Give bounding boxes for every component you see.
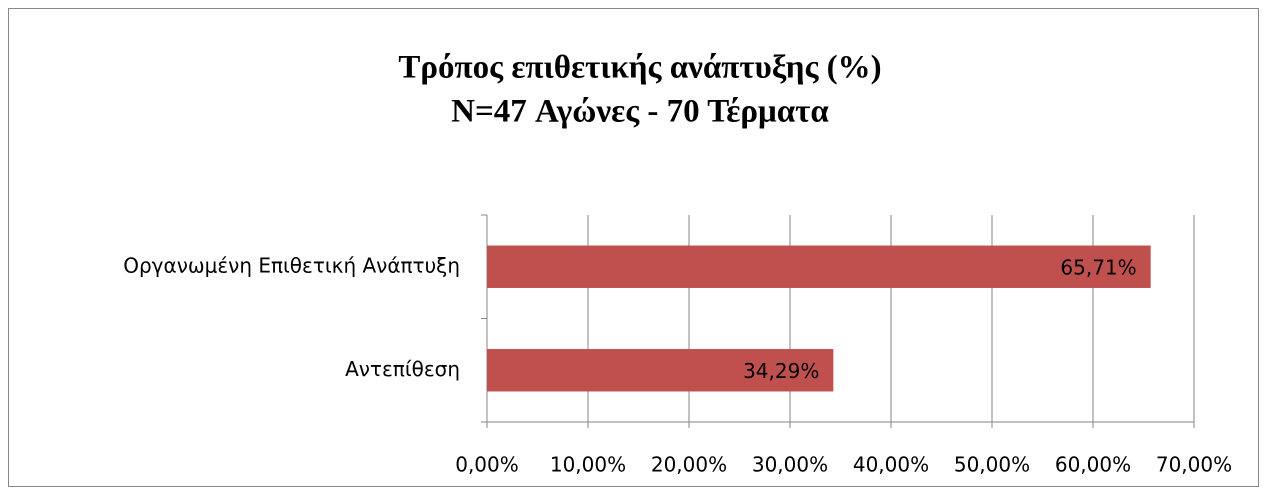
chart-subtitle: N=47 Αγώνες - 70 Τέρματα bbox=[451, 94, 829, 130]
y-tick-label: Οργανωμένη Επιθετική Ανάπτυξη bbox=[123, 253, 460, 277]
x-tick-label: 20,00% bbox=[651, 453, 727, 477]
x-tick-label: 0,00% bbox=[455, 453, 519, 477]
y-tick-label: Αντεπίθεση bbox=[345, 357, 460, 381]
bar bbox=[487, 349, 834, 392]
x-tick-label: 40,00% bbox=[853, 453, 929, 477]
chart-title: Τρόπος επιθετικής ανάπτυξης (%) bbox=[398, 50, 881, 86]
value-label: 65,71% bbox=[1060, 255, 1136, 279]
x-tick-label: 60,00% bbox=[1055, 453, 1131, 477]
bar bbox=[487, 245, 1151, 288]
x-tick-label: 50,00% bbox=[954, 453, 1030, 477]
x-tick-label: 30,00% bbox=[752, 453, 828, 477]
x-tick-label: 10,00% bbox=[550, 453, 626, 477]
x-tick-label: 70,00% bbox=[1156, 453, 1232, 477]
value-label: 34,29% bbox=[743, 359, 819, 383]
